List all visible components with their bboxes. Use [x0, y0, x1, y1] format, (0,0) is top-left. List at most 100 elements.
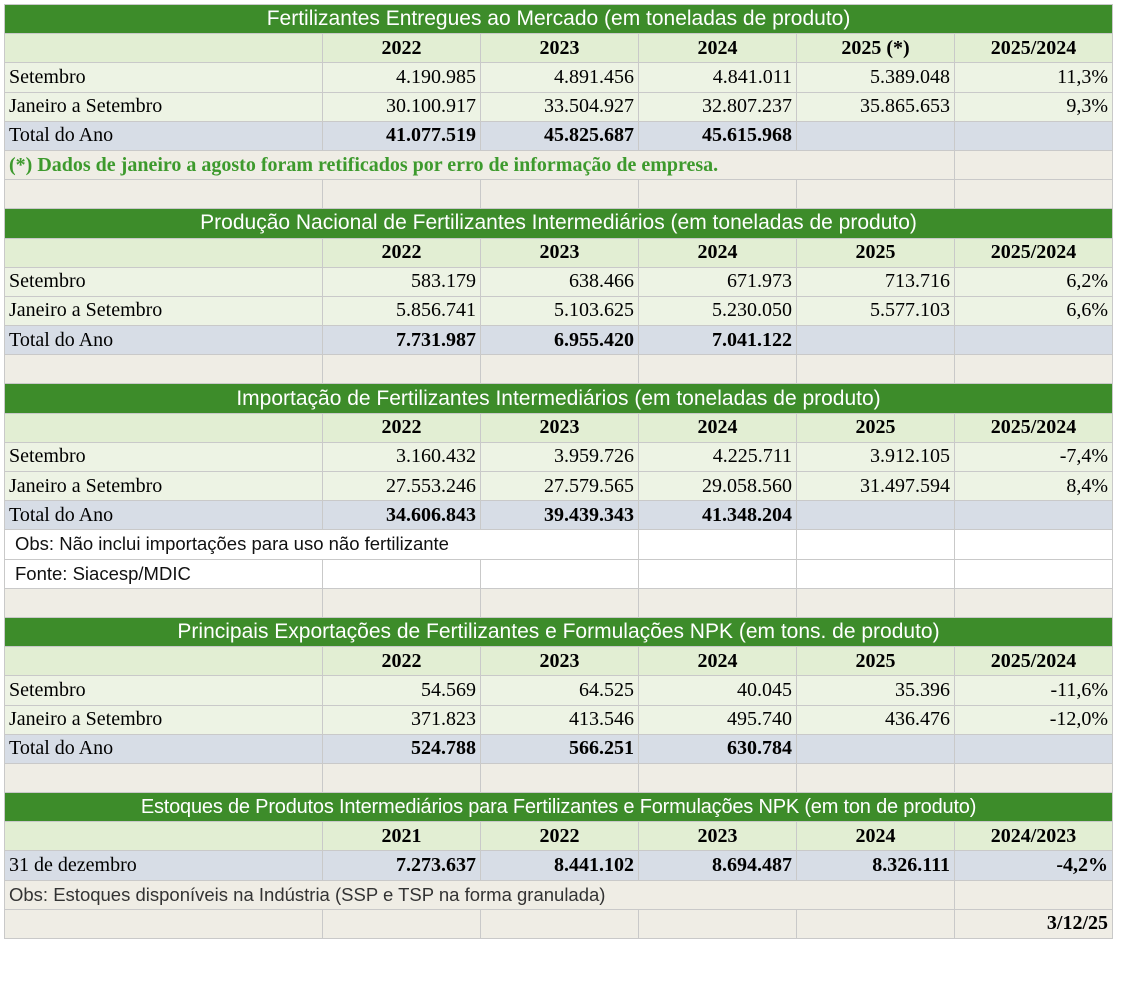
total-value — [953, 120, 1114, 151]
table-row: Setembro 583.179 638.466 671.973 713.716… — [4, 266, 1114, 297]
header-blank-cell — [4, 646, 323, 677]
variation-cell: -12,0% — [953, 704, 1114, 735]
total-value: 566.251 — [480, 733, 639, 764]
value-cell: 35.396 — [796, 675, 955, 706]
value-cell: 33.504.927 — [480, 91, 639, 122]
row-label: Setembro — [4, 62, 323, 93]
header-blank-cell — [4, 33, 323, 64]
year-header: 2021 — [322, 821, 481, 852]
year-header: 2023 — [480, 646, 639, 677]
total-value — [796, 120, 955, 151]
variation-cell: -7,4% — [953, 441, 1114, 473]
correction-note: (*) Dados de janeiro a agosto foram reti… — [4, 149, 955, 181]
year-header: 2022 — [322, 412, 481, 443]
row-label: Setembro — [4, 441, 323, 473]
table-row: Setembro 3.160.432 3.959.726 4.225.711 3… — [4, 441, 1114, 473]
note-row: (*) Dados de janeiro a agosto foram reti… — [4, 149, 1114, 181]
value-cell: 713.716 — [796, 266, 955, 297]
obs-row: Obs: Não inclui importações para uso não… — [4, 529, 1114, 560]
total-label: Total do Ano — [4, 325, 323, 356]
year-header: 2022 — [322, 646, 481, 677]
section-title-row: Produção Nacional de Fertilizantes Inter… — [3, 208, 1114, 239]
source-row: Fonte: Siacesp/MDIC — [4, 558, 1114, 589]
year-header: 2022 — [480, 821, 639, 852]
year-header: 2024 — [638, 646, 797, 677]
value-cell: 4.225.711 — [638, 441, 797, 473]
total-value — [953, 325, 1114, 356]
total-value: 7.041.122 — [638, 325, 797, 356]
total-value: 41.077.519 — [322, 120, 481, 151]
row-label: Janeiro a Setembro — [4, 295, 323, 327]
value-cell: 5.103.625 — [480, 295, 639, 327]
section-title-row: Estoques de Produtos Intermediários para… — [3, 792, 1114, 823]
total-value — [796, 500, 955, 531]
value-cell: 64.525 — [480, 675, 639, 706]
total-value: 39.439.343 — [480, 500, 639, 531]
variation-cell: 8,4% — [953, 470, 1114, 502]
year-header: 2024 — [638, 33, 797, 64]
year-header: 2025 — [796, 237, 955, 268]
total-value: 45.825.687 — [480, 120, 639, 151]
stock-obs-note: Obs: Estoques disponíveis na Indústria (… — [4, 879, 955, 910]
value-cell: 35.865.653 — [796, 91, 955, 122]
row-label: Setembro — [4, 675, 323, 706]
value-cell: 30.100.917 — [322, 91, 481, 122]
spacer-row — [4, 762, 1114, 794]
total-label: Total do Ano — [4, 500, 323, 531]
variation-header: 2025/2024 — [953, 646, 1114, 677]
table-row: Janeiro a Setembro 30.100.917 33.504.927… — [4, 91, 1114, 122]
header-row: 2021 2022 2023 2024 2024/2023 — [4, 821, 1114, 852]
total-value: 34.606.843 — [322, 500, 481, 531]
header-row: 2022 2023 2024 2025 (*) 2025/2024 — [4, 33, 1114, 64]
import-obs-note: Obs: Não inclui importações para uso não… — [4, 529, 639, 560]
year-header: 2024 — [638, 237, 797, 268]
total-value: 630.784 — [638, 733, 797, 764]
table-row: Janeiro a Setembro 27.553.246 27.579.565… — [4, 470, 1114, 502]
variation-cell: 11,3% — [953, 62, 1114, 93]
total-value — [796, 325, 955, 356]
source-note: Fonte: Siacesp/MDIC — [4, 558, 323, 589]
row-label: Janeiro a Setembro — [4, 470, 323, 502]
stock-obs-row: Obs: Estoques disponíveis na Indústria (… — [4, 879, 1114, 910]
stock-label: 31 de dezembro — [4, 850, 323, 881]
total-label: Total do Ano — [4, 733, 323, 764]
total-row: Total do Ano 34.606.843 39.439.343 41.34… — [4, 500, 1114, 531]
spacer-row — [4, 587, 1114, 618]
stock-value: 7.273.637 — [322, 850, 481, 881]
header-row: 2022 2023 2024 2025 2025/2024 — [4, 237, 1114, 268]
year-header: 2024 — [638, 412, 797, 443]
value-cell: 4.891.456 — [480, 62, 639, 93]
spacer-row — [4, 354, 1114, 385]
section-title: Principais Exportações de Fertilizantes … — [3, 616, 1114, 648]
value-cell: 4.841.011 — [638, 62, 797, 93]
total-value: 524.788 — [322, 733, 481, 764]
total-value — [953, 500, 1114, 531]
section-title-row: Principais Exportações de Fertilizantes … — [3, 616, 1114, 648]
year-header: 2023 — [638, 821, 797, 852]
header-row: 2022 2023 2024 2025 2025/2024 — [4, 412, 1114, 443]
total-value: 6.955.420 — [480, 325, 639, 356]
value-cell: 3.912.105 — [796, 441, 955, 473]
total-row: Total do Ano 41.077.519 45.825.687 45.61… — [4, 120, 1114, 151]
variation-header: 2024/2023 — [953, 821, 1114, 852]
value-cell: 3.160.432 — [322, 441, 481, 473]
table-row: Janeiro a Setembro 371.823 413.546 495.7… — [4, 704, 1114, 735]
value-cell: 5.230.050 — [638, 295, 797, 327]
total-value: 45.615.968 — [638, 120, 797, 151]
row-label: Janeiro a Setembro — [4, 91, 323, 122]
year-header: 2025 — [796, 646, 955, 677]
value-cell: 5.389.048 — [796, 62, 955, 93]
header-blank-cell — [4, 821, 323, 852]
row-label: Janeiro a Setembro — [4, 704, 323, 735]
total-value — [796, 733, 955, 764]
value-cell: 583.179 — [322, 266, 481, 297]
year-header: 2023 — [480, 33, 639, 64]
value-cell: 413.546 — [480, 704, 639, 735]
value-cell: 3.959.726 — [480, 441, 639, 473]
total-value — [953, 733, 1114, 764]
stock-row: 31 de dezembro 7.273.637 8.441.102 8.694… — [4, 850, 1114, 881]
variation-header: 2025/2024 — [953, 237, 1114, 268]
total-value: 7.731.987 — [322, 325, 481, 356]
value-cell: 638.466 — [480, 266, 639, 297]
variation-cell: 6,6% — [953, 295, 1114, 327]
